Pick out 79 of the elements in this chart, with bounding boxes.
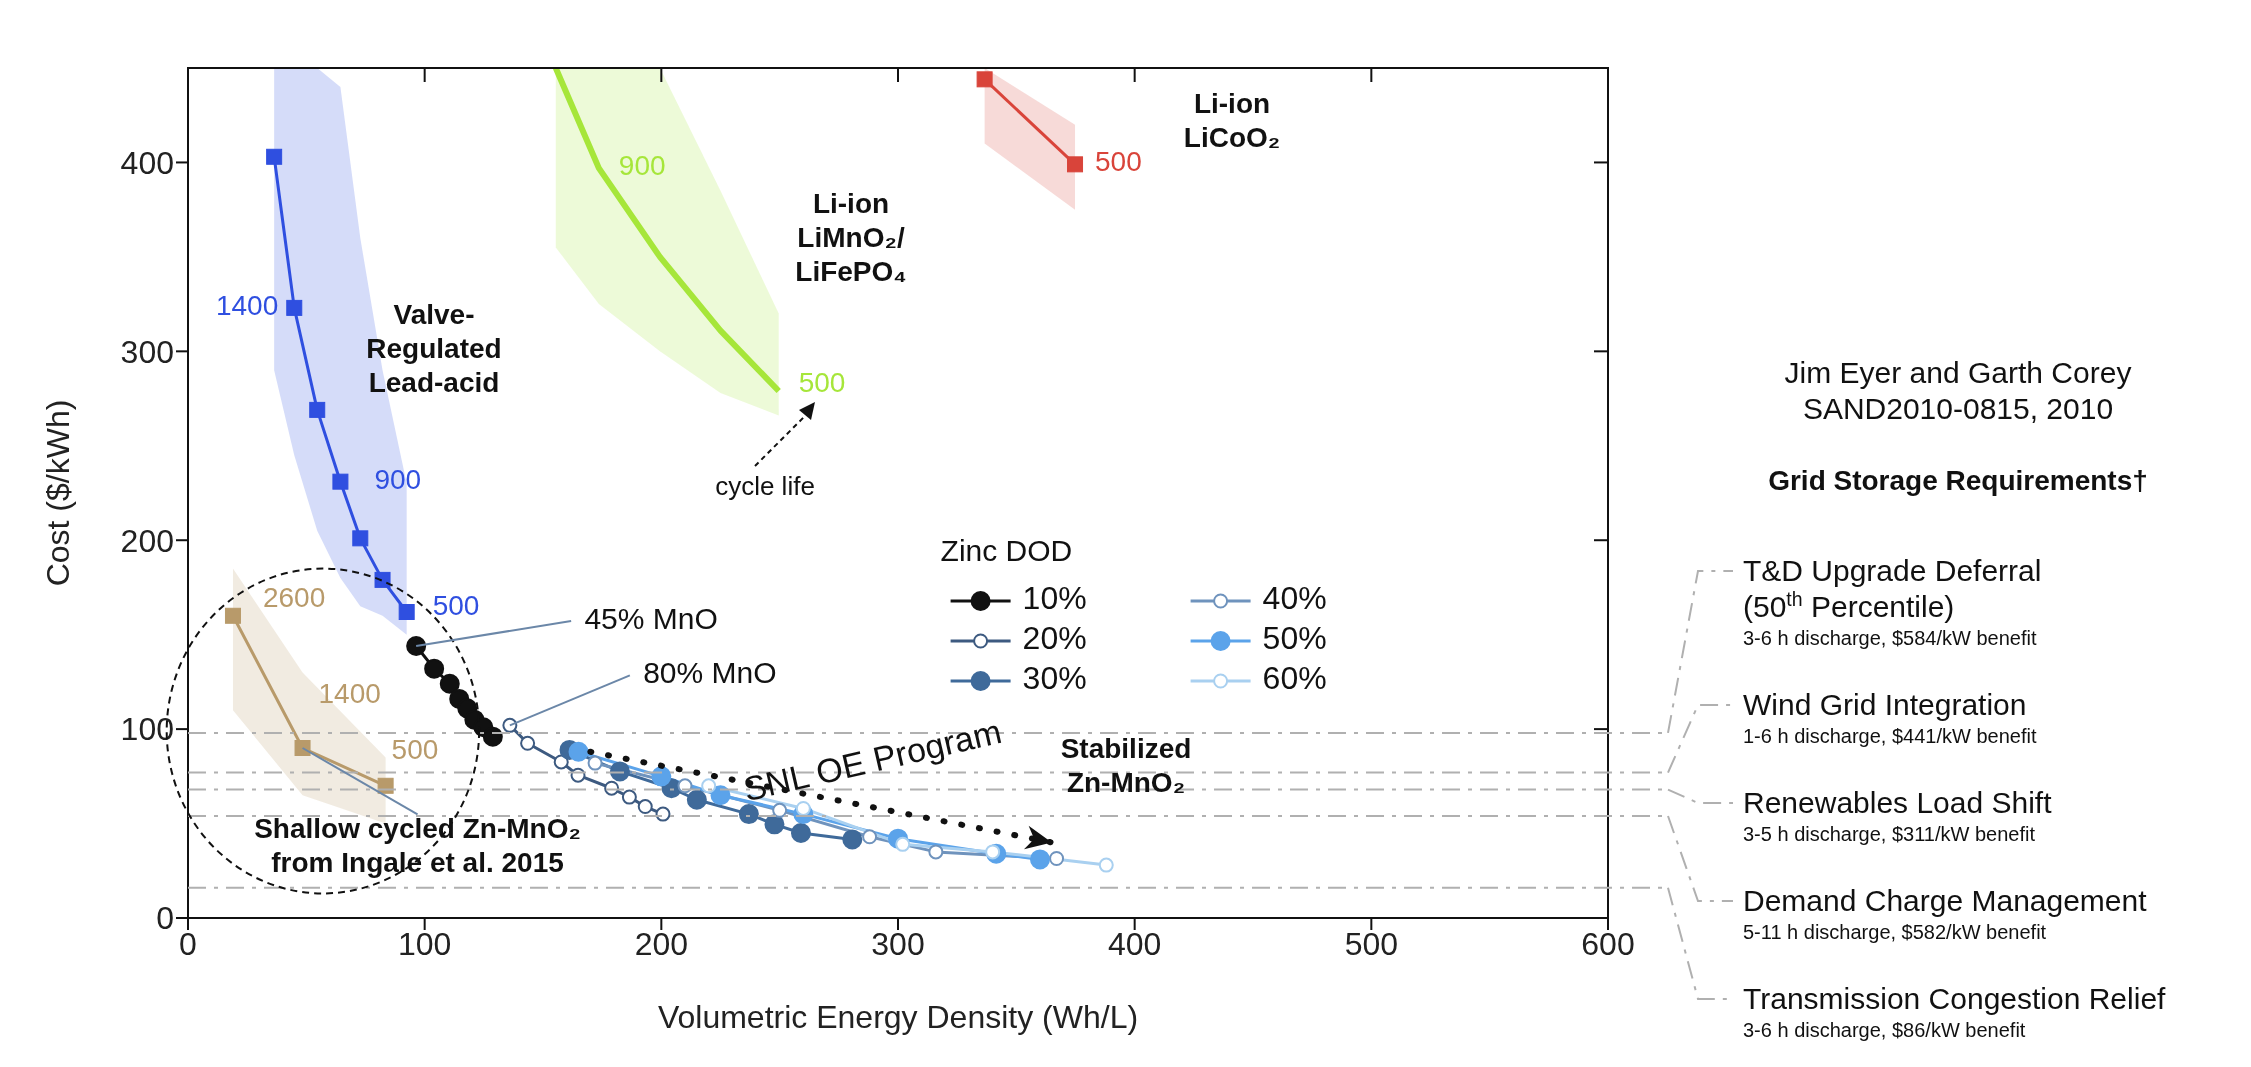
annotation: 500 — [798, 367, 846, 399]
y-tick-label: 300 — [120, 333, 174, 370]
point — [439, 673, 460, 694]
point — [553, 754, 569, 770]
y-tick-label: 100 — [120, 711, 174, 748]
point — [928, 844, 944, 860]
point — [286, 299, 303, 316]
annotation: Shallow cycled Zn-MnO₂ from Ingale et al. 2015 — [254, 813, 581, 879]
legend-label: 10% — [1022, 580, 1087, 617]
point — [621, 789, 637, 805]
legend-title: Zinc DOD — [940, 534, 1073, 567]
point — [520, 735, 536, 751]
x-tick-label: 400 — [1107, 925, 1162, 962]
x-tick-label: 600 — [1581, 925, 1635, 962]
x-tick-label: 0 — [179, 925, 197, 962]
annotation: 45% MnO — [584, 601, 718, 635]
legend-label: 30% — [1022, 660, 1087, 697]
point — [701, 778, 717, 794]
ref-line-label: Demand Charge Management 5-11 h discharge, $582/kW benefit — [1743, 884, 2148, 943]
annotation: 900 — [618, 150, 666, 182]
point — [655, 806, 671, 822]
annotation: 2600 — [262, 582, 326, 614]
point — [406, 636, 427, 656]
point — [309, 401, 326, 418]
legend-label: 40% — [1262, 580, 1327, 617]
point — [332, 473, 349, 490]
x-tick-label: 200 — [634, 925, 689, 962]
x-tick-label: 500 — [1344, 925, 1399, 962]
point — [398, 604, 415, 620]
point — [764, 814, 785, 835]
x-tick-label: 100 — [397, 925, 452, 962]
x-tick-label: 300 — [871, 925, 925, 962]
y-tick-label: 400 — [120, 144, 174, 181]
legend-label: 60% — [1262, 660, 1327, 697]
legend-label: 50% — [1262, 620, 1327, 657]
point — [1098, 857, 1114, 873]
point — [224, 607, 241, 624]
annotation: 1400 — [215, 290, 279, 322]
y-axis-title: Cost ($/kWh) — [40, 399, 77, 587]
annotation: Valve- Regulated Lead-acid — [366, 299, 502, 398]
point — [587, 755, 603, 771]
point — [790, 823, 811, 843]
text: Jim Eyer and Garth Corey SAND2010-0815, 2010 — [1784, 355, 2132, 425]
x-axis-title: Volumetric Energy Density (Wh/L) — [657, 999, 1139, 1035]
annotation: Li-ion LiCoO₂ — [1183, 88, 1281, 154]
point — [424, 658, 445, 679]
point — [502, 717, 518, 733]
annotation: 500 — [1095, 146, 1142, 178]
point — [1030, 849, 1050, 870]
ref-line-label: Transmission Congestion Relief 3-6 h discharge, $86/kW benefit — [1743, 982, 2167, 1041]
point — [772, 802, 788, 818]
ref-line-label: T&D Upgrade Deferral (50$^{th}$ Percentile) 3-6 h discharge, $584/kW benefit — [1743, 554, 2042, 649]
point — [482, 726, 503, 747]
point — [568, 741, 589, 762]
y-tick-label: 200 — [120, 522, 174, 559]
legend-label: Renewables Load Shift 3-5 h discharge, $311/kW benefit — [1743, 786, 2053, 845]
text: Grid Storage Requirements† — [1768, 465, 2148, 497]
annotation: cycle life — [715, 470, 815, 501]
annotation: 500 — [391, 734, 439, 766]
annotation: 500 — [432, 590, 480, 622]
point — [862, 829, 878, 845]
legend-label: 20% — [1022, 620, 1087, 657]
point — [738, 804, 759, 825]
point — [294, 740, 311, 756]
annotation: 80% MnO — [643, 656, 777, 690]
annotation: 1400 — [318, 678, 381, 710]
y-tick-label: 0 — [156, 900, 174, 937]
point — [352, 530, 369, 547]
point — [1049, 851, 1065, 866]
point — [842, 829, 863, 850]
point — [1067, 156, 1084, 173]
point — [637, 799, 653, 815]
annotation: 900 — [374, 464, 422, 496]
point — [266, 148, 283, 165]
ref-line-label: Wind Grid Integration 1-6 h discharge, $441/kW benefit — [1743, 688, 2037, 747]
point — [686, 789, 707, 810]
annotation: Stabilized Zn-MnO₂ — [1060, 733, 1192, 799]
point — [976, 71, 993, 88]
annotation: Li-ion LiMnO₂/ LiFePO₄ — [795, 188, 907, 287]
